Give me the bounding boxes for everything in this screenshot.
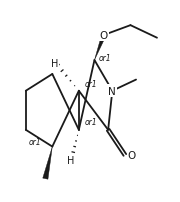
Polygon shape xyxy=(43,147,52,179)
Polygon shape xyxy=(94,35,106,61)
Text: O: O xyxy=(127,150,135,160)
Text: or1: or1 xyxy=(84,79,97,88)
Text: H: H xyxy=(51,59,58,69)
Text: H: H xyxy=(67,155,74,165)
Text: O: O xyxy=(100,31,108,41)
Text: or1: or1 xyxy=(99,54,112,62)
Text: or1: or1 xyxy=(28,138,41,147)
Text: or1: or1 xyxy=(85,117,98,126)
Text: N: N xyxy=(109,86,116,96)
